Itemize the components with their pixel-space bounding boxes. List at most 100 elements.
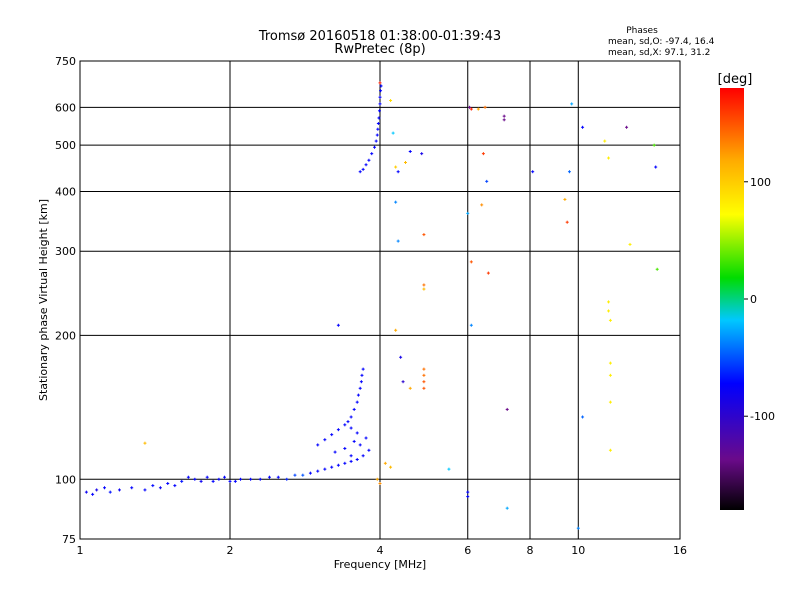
data-point: [394, 328, 398, 332]
data-point: [239, 477, 243, 481]
data-point: [349, 459, 353, 463]
data-point: [352, 439, 356, 443]
data-point: [95, 488, 99, 492]
data-point: [323, 467, 327, 471]
phases-heading: Phases: [626, 26, 658, 36]
data-point: [408, 386, 412, 390]
data-point: [378, 481, 382, 485]
data-point: [376, 122, 380, 126]
phases-o-stats: mean, sd,O: -97.4, 16.4: [608, 37, 715, 47]
data-point: [608, 400, 612, 404]
data-point: [333, 450, 337, 454]
data-point: [567, 170, 571, 174]
data-point: [420, 152, 424, 156]
y-axis: 75 100 200 300 400 500 600 750: [55, 55, 76, 546]
data-point: [403, 160, 407, 164]
data-point: [276, 475, 280, 479]
data-point: [581, 125, 585, 129]
data-point: [576, 526, 580, 530]
data-point: [301, 473, 305, 477]
data-point: [343, 423, 347, 427]
data-point: [607, 309, 611, 313]
data-point: [143, 488, 147, 492]
data-point: [422, 233, 426, 237]
data-point: [422, 287, 426, 291]
data-point: [360, 373, 364, 377]
data-point: [336, 463, 340, 467]
data-point: [603, 139, 607, 143]
data-point: [316, 443, 320, 447]
data-point: [143, 441, 147, 445]
data-point: [565, 220, 569, 224]
data-point: [330, 433, 334, 437]
data-point: [358, 443, 362, 447]
x-tick-label: 16: [673, 544, 687, 557]
data-point: [355, 400, 359, 404]
data-point: [481, 152, 485, 156]
data-point: [158, 486, 162, 490]
data-point: [336, 323, 340, 327]
data-point: [358, 386, 362, 390]
data-point: [563, 197, 567, 201]
x-tick-label: 2: [227, 544, 234, 557]
colorbar-tick-label: -100: [750, 410, 775, 423]
data-point: [361, 367, 365, 371]
data-point: [355, 431, 359, 435]
data-point: [379, 89, 383, 93]
x-tick-label: 6: [464, 544, 471, 557]
data-point: [358, 170, 362, 174]
phases-x-stats: mean, sd,X: 97.1, 31.2: [608, 48, 710, 58]
data-point: [652, 143, 656, 147]
data-point: [466, 490, 470, 494]
data-point: [625, 125, 629, 129]
data-point: [355, 457, 359, 461]
data-point: [356, 393, 360, 397]
data-point: [193, 477, 197, 481]
data-point: [377, 116, 381, 120]
data-point: [394, 165, 398, 169]
colorbar-tick-label: 0: [750, 293, 757, 306]
data-point: [151, 484, 155, 488]
y-tick-label: 500: [55, 139, 76, 152]
data-point: [399, 355, 403, 359]
data-point: [505, 506, 509, 510]
data-point: [130, 486, 134, 490]
x-tick-label: 4: [377, 544, 384, 557]
colorbar-ticks: 100 0 -100: [744, 176, 775, 423]
data-point: [373, 145, 377, 149]
data-point: [531, 170, 535, 174]
colorbar-label: [deg]: [718, 72, 753, 87]
data-point: [389, 465, 393, 469]
data-point: [391, 131, 395, 135]
data-point: [394, 200, 398, 204]
data-point: [422, 367, 426, 371]
data-point: [396, 170, 400, 174]
data-point: [607, 156, 611, 160]
data-point: [323, 438, 327, 442]
data-point: [466, 495, 470, 499]
data-point: [316, 469, 320, 473]
data-point: [249, 477, 253, 481]
data-point: [379, 84, 383, 88]
data-point: [505, 407, 509, 411]
data-point: [422, 283, 426, 287]
data-point: [108, 490, 112, 494]
data-point: [377, 109, 381, 113]
data-point: [389, 99, 393, 103]
data-point: [581, 415, 585, 419]
data-point: [330, 465, 334, 469]
data-point: [166, 481, 170, 485]
data-point: [628, 242, 632, 246]
data-point: [480, 203, 484, 207]
x-tick-label: 1: [77, 544, 84, 557]
data-point: [469, 107, 473, 111]
data-point: [103, 486, 107, 490]
data-point: [608, 318, 612, 322]
y-tick-label: 750: [55, 55, 76, 68]
data-point: [361, 167, 365, 171]
data-point: [349, 454, 353, 458]
chart-subtitle: RwPretec (8p): [334, 42, 425, 57]
data-point: [361, 454, 365, 458]
data-point: [408, 149, 412, 153]
